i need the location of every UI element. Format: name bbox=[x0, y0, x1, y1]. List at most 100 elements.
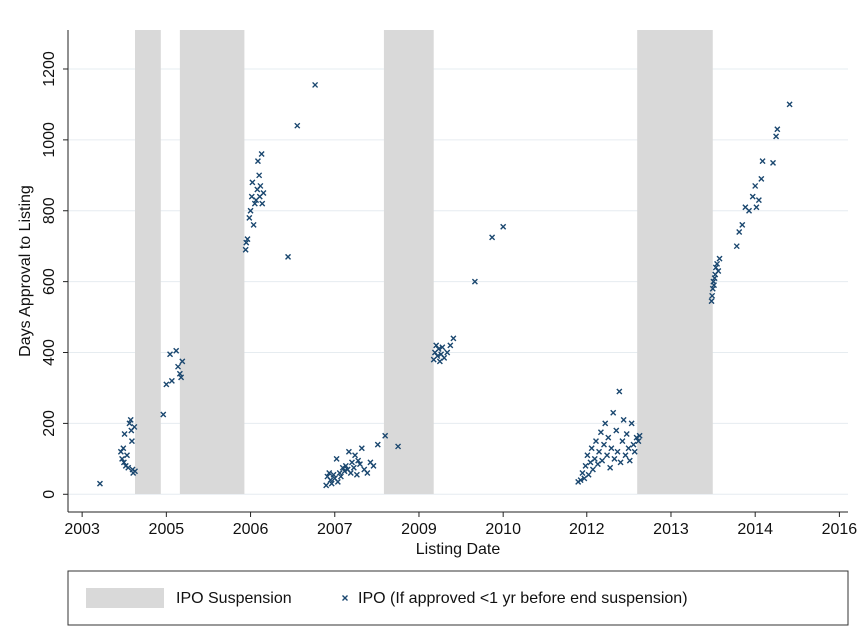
point bbox=[382, 432, 389, 439]
point bbox=[636, 432, 643, 439]
point bbox=[610, 409, 617, 416]
point bbox=[489, 234, 496, 241]
point bbox=[243, 239, 250, 246]
point bbox=[774, 126, 781, 133]
legend-label: IPO Suspension bbox=[176, 590, 292, 607]
point bbox=[294, 122, 301, 129]
point bbox=[592, 438, 599, 445]
point bbox=[374, 441, 381, 448]
point bbox=[733, 243, 740, 250]
point bbox=[620, 416, 627, 423]
point bbox=[312, 81, 319, 88]
point bbox=[328, 480, 335, 487]
point bbox=[125, 464, 132, 471]
suspension-band bbox=[637, 30, 713, 494]
point bbox=[471, 278, 478, 285]
point bbox=[631, 448, 638, 455]
y-tick-label: 1200 bbox=[41, 51, 58, 87]
point bbox=[736, 229, 743, 236]
point bbox=[739, 221, 746, 228]
x-axis-title: Listing Date bbox=[416, 541, 501, 558]
point bbox=[607, 464, 614, 471]
point bbox=[596, 448, 603, 455]
point bbox=[626, 457, 633, 464]
point bbox=[242, 246, 249, 253]
point bbox=[614, 448, 621, 455]
point bbox=[244, 236, 251, 243]
point bbox=[260, 190, 267, 197]
point bbox=[773, 133, 780, 140]
point bbox=[339, 464, 346, 471]
x-tick-label: 2010 bbox=[485, 521, 521, 538]
point bbox=[600, 441, 607, 448]
point bbox=[579, 470, 586, 477]
point bbox=[714, 260, 721, 267]
point bbox=[439, 344, 446, 351]
y-tick-label: 400 bbox=[41, 339, 58, 366]
point bbox=[582, 462, 589, 469]
point bbox=[619, 438, 626, 445]
point bbox=[178, 374, 185, 381]
point bbox=[715, 268, 722, 274]
point bbox=[577, 477, 584, 484]
point bbox=[247, 207, 254, 214]
point bbox=[617, 459, 624, 466]
point bbox=[613, 427, 620, 434]
point bbox=[433, 342, 440, 349]
legend-marker bbox=[342, 595, 348, 601]
x-tick-label: 2013 bbox=[653, 521, 689, 538]
point bbox=[323, 482, 330, 489]
x-tick-label: 2009 bbox=[401, 521, 437, 538]
point bbox=[179, 358, 186, 365]
suspension-band bbox=[383, 30, 434, 494]
point bbox=[753, 204, 760, 211]
point bbox=[444, 349, 451, 356]
legend-label: IPO (If approved <1 yr before end suspen… bbox=[358, 590, 688, 607]
point bbox=[327, 477, 334, 484]
point bbox=[257, 182, 264, 189]
point bbox=[120, 459, 127, 466]
point bbox=[160, 411, 167, 418]
point bbox=[119, 455, 126, 462]
y-tick-label: 800 bbox=[41, 197, 58, 224]
point bbox=[450, 335, 457, 342]
x-tick-label: 2005 bbox=[149, 521, 185, 538]
point bbox=[711, 282, 717, 289]
y-tick-label: 0 bbox=[41, 490, 58, 499]
point bbox=[709, 285, 716, 292]
point bbox=[175, 363, 182, 370]
x-tick-label: 2012 bbox=[569, 521, 605, 538]
point bbox=[708, 298, 715, 305]
x-tick-label: 2003 bbox=[64, 521, 100, 538]
point bbox=[163, 381, 170, 388]
point bbox=[585, 471, 592, 478]
point bbox=[589, 466, 596, 473]
point bbox=[588, 445, 595, 452]
point bbox=[342, 462, 349, 469]
point bbox=[345, 448, 352, 455]
point bbox=[758, 175, 765, 182]
point bbox=[285, 253, 292, 260]
point bbox=[759, 158, 766, 165]
x-tick-label: 2014 bbox=[737, 521, 773, 538]
suspension-band bbox=[134, 30, 161, 494]
point bbox=[622, 452, 629, 459]
point bbox=[625, 445, 632, 452]
legend-swatch bbox=[86, 588, 164, 608]
point bbox=[604, 452, 611, 459]
point bbox=[117, 448, 124, 455]
point bbox=[364, 470, 371, 477]
point bbox=[584, 452, 591, 459]
point bbox=[755, 197, 762, 204]
point bbox=[131, 423, 138, 430]
point bbox=[333, 455, 340, 462]
point bbox=[746, 207, 753, 214]
point bbox=[350, 464, 357, 471]
point bbox=[611, 455, 618, 462]
point bbox=[716, 255, 723, 262]
point bbox=[356, 461, 363, 468]
point bbox=[597, 429, 604, 436]
point bbox=[176, 370, 183, 377]
point bbox=[441, 354, 448, 361]
point bbox=[352, 452, 359, 459]
